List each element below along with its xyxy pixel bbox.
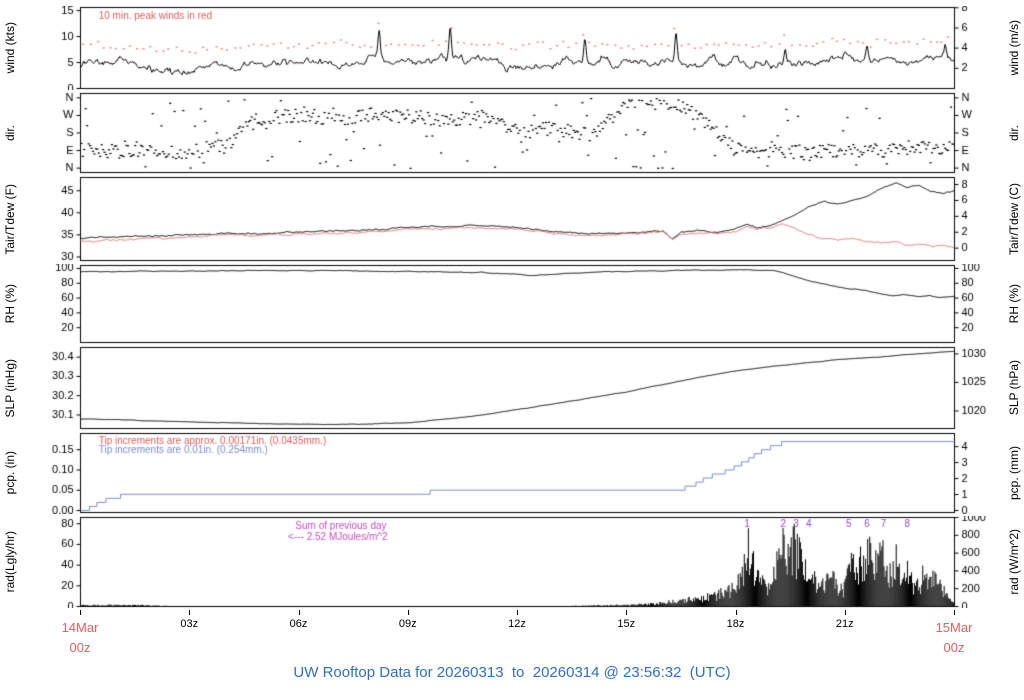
x-tick-label: 15z — [617, 618, 636, 630]
end-date-hour: 00z — [943, 640, 965, 656]
x-tick-label: 06z — [289, 618, 308, 630]
humidity-right-axis-title: RH (%) — [1007, 284, 1021, 324]
start-date-month: 14Mar — [61, 620, 99, 635]
wind-left-axis-title: wind (kts) — [3, 22, 17, 74]
panel-wind: wind (kts) wind (m/s) — [0, 6, 1024, 90]
radiation-left-axis-title: rad(Lgly/hr) — [3, 531, 17, 593]
x-tick-label: 09z — [398, 618, 417, 630]
pressure-plot — [20, 346, 1004, 430]
x-tick-label: 21z — [835, 618, 854, 630]
radiation-plot — [20, 516, 1004, 608]
temperature-plot — [20, 176, 1004, 262]
panel-direction: dir. dir. — [0, 92, 1024, 174]
x-tick-label: 12z — [508, 618, 526, 630]
precip-plot — [20, 432, 1004, 514]
x-axis-labels: 14Mar 00z 15Mar 00z 03z 06z 09z 12z 15z 18z 21… — [0, 610, 1024, 655]
pressure-right-axis-title: SLP (hPa) — [1007, 360, 1021, 416]
x-tick-label: 18z — [726, 618, 745, 630]
x-tick-mark — [298, 610, 300, 615]
direction-plot — [20, 92, 1004, 174]
x-tick-mark — [844, 610, 846, 615]
panel-humidity: RH (%) RH (%) — [0, 264, 1024, 344]
panel-pressure: SLP (inHg) SLP (hPa) — [0, 346, 1024, 430]
end-date-month: 15Mar — [935, 620, 973, 635]
panel-precip: pcp. (in) pcp. (mm) — [0, 432, 1024, 514]
panel-temperature: Tair/Tdew (F) Tair/Tdew (C) — [0, 176, 1024, 262]
wind-plot — [20, 6, 1004, 90]
pressure-left-axis-title: SLP (inHg) — [3, 358, 17, 418]
wind-right-axis-title: wind (m/s) — [1007, 20, 1021, 76]
x-tick-label: 03z — [180, 618, 199, 630]
panel-radiation: rad(Lgly/hr) rad (W/m^2) — [0, 516, 1024, 608]
precip-right-axis-title: pcp. (mm) — [1007, 446, 1021, 500]
start-date-label: 14Mar 00z — [62, 618, 99, 658]
end-date-label: 15Mar 00z — [936, 618, 973, 658]
start-date-hour: 00z — [69, 640, 91, 656]
humidity-left-axis-title: RH (%) — [3, 284, 17, 324]
direction-right-axis-title: dir. — [1007, 124, 1021, 141]
footer-title: UW Rooftop Data for 20260313 to 20260314… — [293, 664, 731, 681]
x-tick-mark — [626, 610, 628, 615]
x-tick-mark — [80, 610, 81, 615]
x-tick-mark — [954, 610, 955, 615]
direction-left-axis-title: dir. — [3, 124, 17, 141]
x-tick-mark — [189, 610, 191, 615]
humidity-plot — [20, 264, 1004, 344]
x-tick-mark — [735, 610, 737, 615]
x-tick-mark — [407, 610, 409, 615]
precip-left-axis-title: pcp. (in) — [3, 451, 17, 495]
temperature-right-axis-title: Tair/Tdew (C) — [1007, 182, 1021, 255]
radiation-right-axis-title: rad (W/m^2) — [1007, 529, 1021, 595]
temperature-left-axis-title: Tair/Tdew (F) — [3, 183, 17, 255]
x-tick-mark — [517, 610, 518, 615]
